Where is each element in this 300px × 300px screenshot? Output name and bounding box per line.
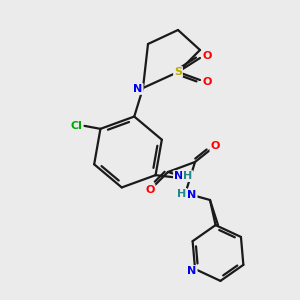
Text: N: N <box>188 266 197 276</box>
Text: N: N <box>174 171 183 181</box>
Text: Cl: Cl <box>70 121 83 131</box>
Text: H: H <box>183 171 192 181</box>
Text: O: O <box>202 51 212 61</box>
Text: N: N <box>134 84 142 94</box>
Text: O: O <box>210 141 220 151</box>
Text: N: N <box>188 190 196 200</box>
Text: O: O <box>145 185 155 195</box>
Text: H: H <box>177 189 187 199</box>
Text: O: O <box>202 77 212 87</box>
Text: S: S <box>174 67 182 77</box>
